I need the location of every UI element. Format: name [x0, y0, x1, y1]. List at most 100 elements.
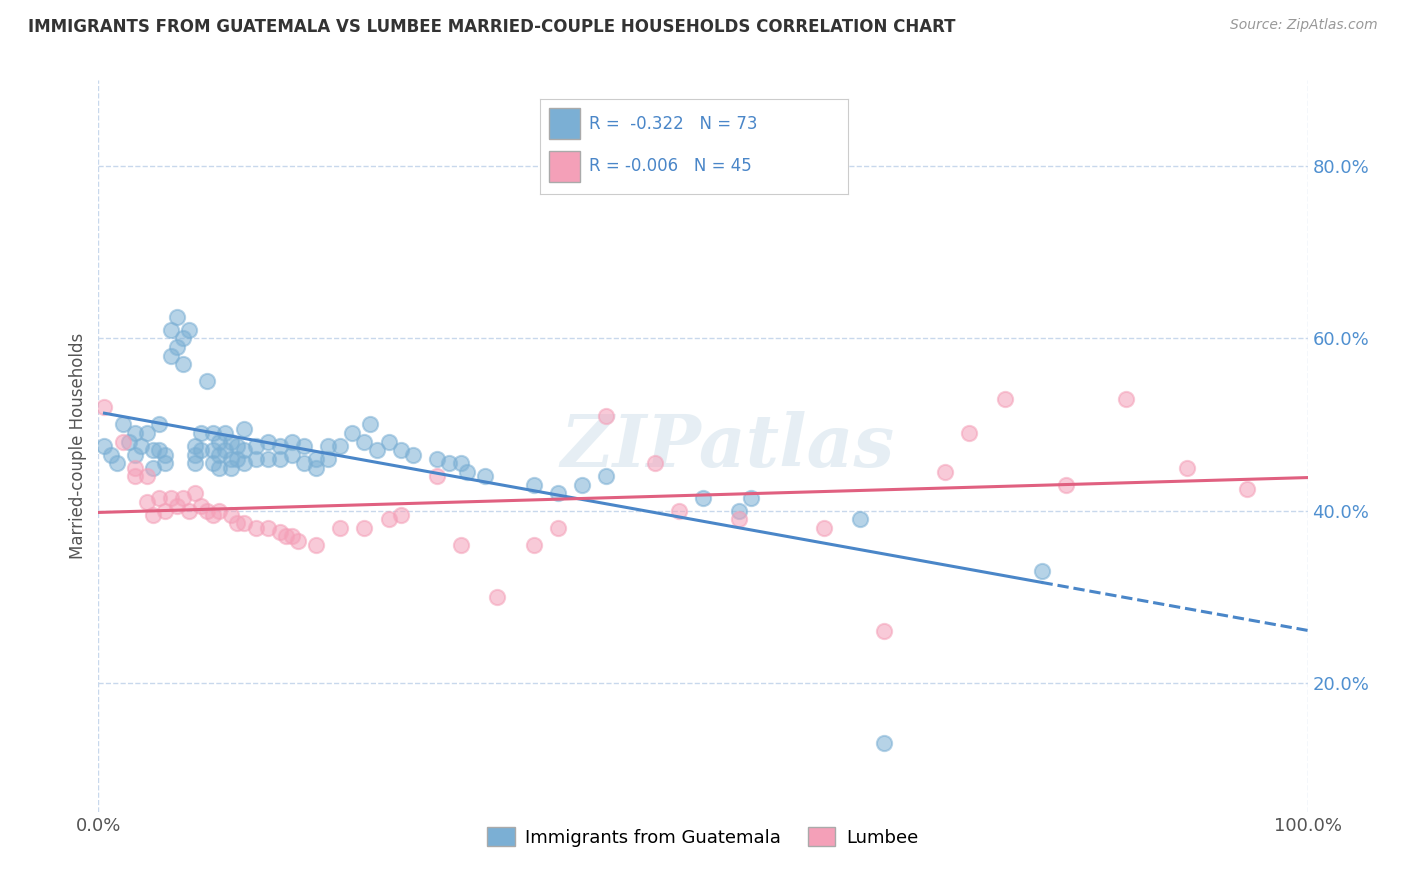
Point: [456, 465, 478, 479]
Point: [208, 434, 231, 449]
Point: [994, 392, 1017, 406]
Point: [245, 451, 267, 466]
Point: [105, 456, 128, 470]
Point: [93, 401, 115, 415]
Point: [226, 451, 249, 466]
Text: IMMIGRANTS FROM GUATEMALA VS LUMBEE MARRIED-COUPLE HOUSEHOLDS CORRELATION CHART: IMMIGRANTS FROM GUATEMALA VS LUMBEE MARR…: [28, 18, 956, 36]
Point: [668, 503, 690, 517]
Point: [153, 448, 176, 462]
Point: [221, 451, 243, 466]
Point: [202, 456, 225, 470]
Point: [172, 331, 194, 345]
Point: [232, 516, 254, 531]
Point: [873, 624, 896, 638]
Point: [179, 323, 201, 337]
Point: [160, 323, 183, 337]
Point: [728, 512, 751, 526]
Point: [281, 434, 304, 449]
Point: [353, 434, 375, 449]
Point: [214, 426, 236, 441]
Point: [142, 443, 165, 458]
Point: [450, 538, 472, 552]
Point: [111, 417, 134, 432]
Point: [547, 486, 569, 500]
Point: [389, 508, 412, 522]
Point: [202, 508, 225, 522]
Point: [221, 460, 243, 475]
Point: [214, 443, 236, 458]
Point: [957, 426, 980, 441]
Point: [873, 736, 896, 750]
Point: [232, 456, 254, 470]
Point: [849, 512, 872, 526]
Point: [269, 524, 291, 539]
Point: [166, 340, 188, 354]
Y-axis label: Married-couple Households: Married-couple Households: [69, 333, 87, 559]
Point: [226, 516, 249, 531]
Point: [1054, 477, 1077, 491]
Point: [1236, 482, 1258, 496]
Point: [437, 456, 460, 470]
Point: [202, 443, 225, 458]
Point: [474, 469, 496, 483]
Point: [256, 451, 278, 466]
Point: [184, 439, 207, 453]
Point: [166, 500, 188, 514]
Point: [547, 521, 569, 535]
Point: [142, 508, 165, 522]
Point: [190, 443, 212, 458]
Point: [292, 439, 315, 453]
Point: [740, 491, 762, 505]
Point: [360, 417, 382, 432]
Point: [934, 465, 956, 479]
Point: [160, 349, 183, 363]
Point: [523, 538, 546, 552]
Point: [595, 409, 617, 423]
Point: [166, 310, 188, 324]
Point: [100, 448, 122, 462]
Point: [190, 500, 212, 514]
Point: [221, 434, 243, 449]
Point: [269, 451, 291, 466]
Point: [160, 491, 183, 505]
Point: [184, 456, 207, 470]
Point: [377, 434, 399, 449]
Point: [316, 439, 339, 453]
Point: [172, 491, 194, 505]
Point: [142, 460, 165, 475]
Point: [256, 434, 278, 449]
Point: [281, 448, 304, 462]
Point: [232, 422, 254, 436]
Point: [135, 469, 157, 483]
Point: [256, 521, 278, 535]
Point: [118, 434, 141, 449]
Point: [287, 533, 309, 548]
Point: [208, 460, 231, 475]
Point: [1115, 392, 1137, 406]
Point: [329, 439, 352, 453]
Point: [1031, 564, 1053, 578]
Point: [305, 460, 328, 475]
Point: [124, 460, 146, 475]
Point: [124, 469, 146, 483]
Point: [232, 443, 254, 458]
Point: [148, 443, 170, 458]
Point: [129, 439, 152, 453]
Point: [135, 495, 157, 509]
Point: [202, 426, 225, 441]
Point: [353, 521, 375, 535]
Point: [305, 538, 328, 552]
Point: [245, 521, 267, 535]
Point: [389, 443, 412, 458]
Point: [316, 451, 339, 466]
Point: [226, 439, 249, 453]
Point: [93, 439, 115, 453]
Point: [692, 491, 714, 505]
Point: [292, 456, 315, 470]
Text: Source: ZipAtlas.com: Source: ZipAtlas.com: [1230, 18, 1378, 32]
Point: [274, 529, 297, 543]
Point: [269, 439, 291, 453]
Point: [305, 451, 328, 466]
Point: [329, 521, 352, 535]
Point: [148, 491, 170, 505]
